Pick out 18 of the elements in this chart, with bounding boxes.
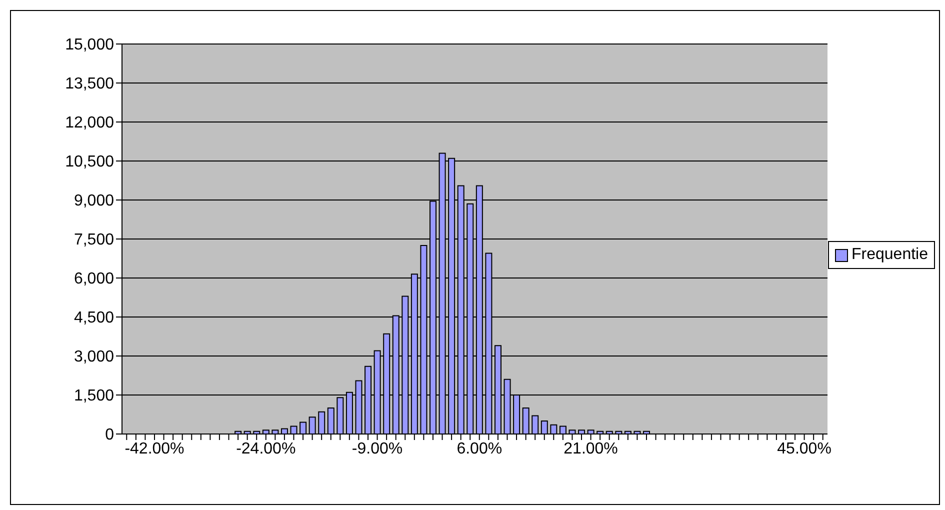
y-tick-label: 3,000 <box>74 348 114 366</box>
y-tick-label: 7,500 <box>74 232 114 249</box>
x-tick-label: 21.00% <box>564 440 618 458</box>
x-tick-label: 6.00% <box>456 440 502 458</box>
x-tick-label: -42.00% <box>124 440 184 458</box>
x-tick-label: 45.00% <box>777 440 832 458</box>
y-tick-label: 9,000 <box>74 192 114 210</box>
y-tick-label: 4,500 <box>74 310 114 327</box>
y-tick-label: 12,000 <box>65 114 114 132</box>
legend-label: Frequentie <box>852 246 928 264</box>
y-tick-label: 6,000 <box>74 270 114 288</box>
y-tick-label: 1,500 <box>74 388 114 405</box>
x-tick-label: -9.00% <box>352 440 403 458</box>
y-tick-label: 0 <box>105 426 114 444</box>
y-tick-label: 15,000 <box>65 36 114 54</box>
x-tick-label: -24.00% <box>236 440 296 458</box>
y-tick-label: 10,500 <box>65 154 114 171</box>
y-tick-label: 13,500 <box>65 76 114 93</box>
